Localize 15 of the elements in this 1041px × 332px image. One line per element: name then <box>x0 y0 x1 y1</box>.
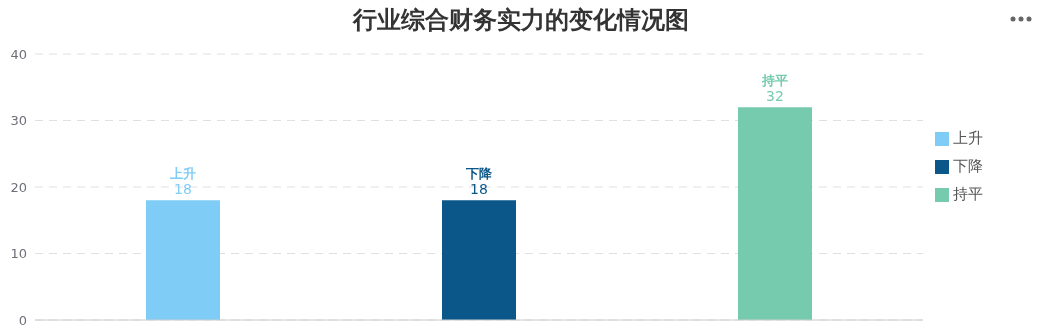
data-label: 18 <box>174 181 192 198</box>
y-tick-label: 10 <box>10 246 27 262</box>
data-label: 18 <box>470 181 488 198</box>
legend-label: 上升 <box>953 129 983 147</box>
data-label: 32 <box>766 88 784 105</box>
y-tick-label: 20 <box>10 179 27 195</box>
text: 持平 <box>762 73 788 89</box>
y-tick-label: 30 <box>10 113 27 129</box>
text: 下降 <box>466 166 492 182</box>
chart-title: 行业综合财务实力的变化情况图 <box>351 5 690 36</box>
legend-label: 下降 <box>953 157 983 175</box>
y-tick-label: 0 <box>18 312 27 328</box>
text: 上升 <box>170 166 196 182</box>
legend-label: 持平 <box>953 185 983 203</box>
y-tick-label: 40 <box>10 46 27 62</box>
